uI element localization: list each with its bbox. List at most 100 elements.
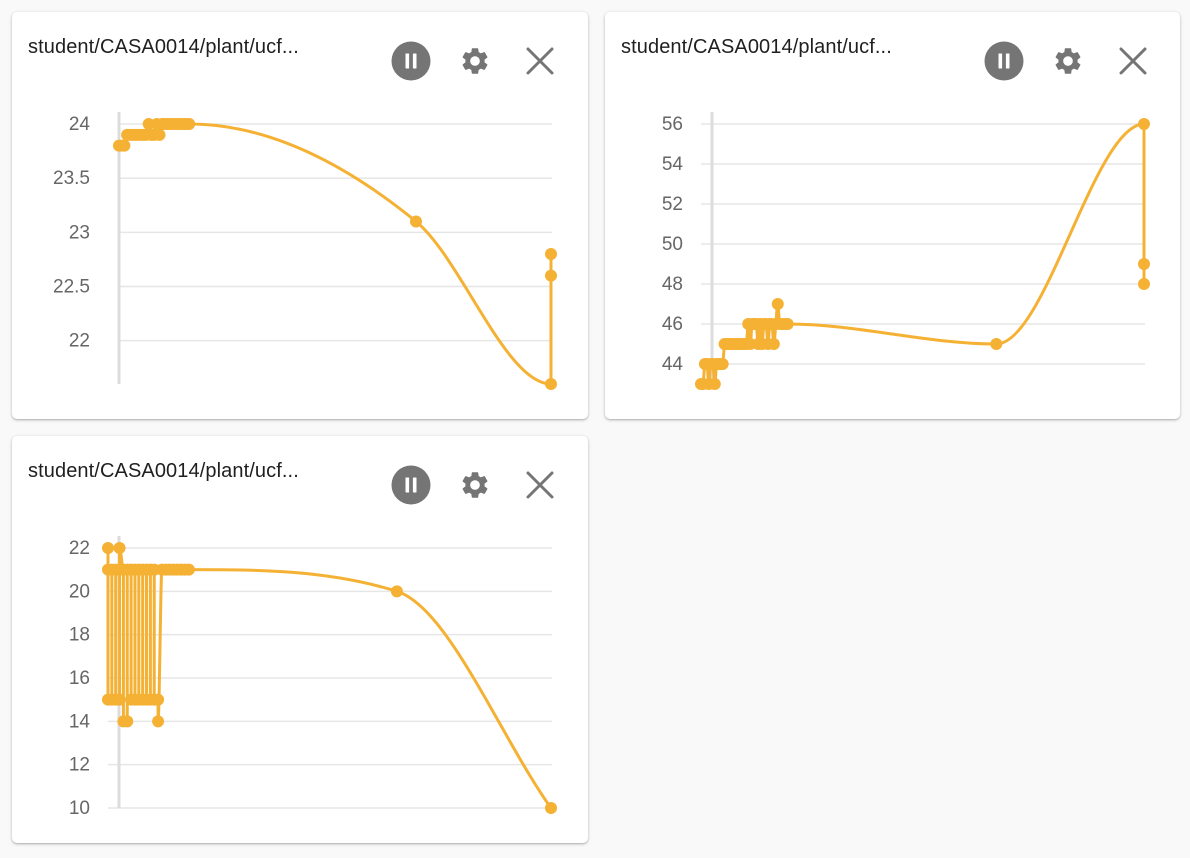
data-point[interactable] [767,338,780,350]
data-point[interactable] [704,358,717,370]
data-point[interactable] [545,802,557,814]
data-point[interactable] [722,338,735,350]
data-point[interactable] [132,693,145,706]
pause-button[interactable] [391,41,431,81]
data-point[interactable] [148,693,161,706]
data-point[interactable] [724,338,737,350]
data-point[interactable] [155,563,168,576]
data-point[interactable] [390,585,403,598]
data-point[interactable] [105,693,118,706]
data-point[interactable] [140,128,152,141]
data-point[interactable] [714,358,727,370]
data-point[interactable] [109,693,122,706]
data-point[interactable] [716,358,729,370]
data-point[interactable] [152,715,165,728]
data-point[interactable] [167,118,179,130]
data-point[interactable] [140,693,153,706]
data-point[interactable] [720,338,733,350]
data-point[interactable] [773,318,786,330]
data-point[interactable] [736,338,749,350]
data-point[interactable] [182,563,195,576]
data-point[interactable] [695,378,707,390]
data-point[interactable] [137,128,150,141]
data-point[interactable] [105,563,118,576]
data-point[interactable] [148,563,161,576]
data-point[interactable] [164,118,177,130]
data-point[interactable] [132,563,145,576]
data-point[interactable] [126,128,139,141]
data-point[interactable] [123,128,136,141]
data-point[interactable] [779,318,792,330]
data-point[interactable] [128,563,141,576]
data-point[interactable] [179,563,192,576]
data-point[interactable] [102,563,114,576]
data-point[interactable] [113,693,126,706]
data-point[interactable] [738,338,751,350]
data-point[interactable] [121,563,134,576]
data-point[interactable] [169,118,182,130]
data-point[interactable] [706,358,719,370]
settings-button[interactable] [455,465,495,505]
data-point[interactable] [113,139,125,152]
data-point[interactable] [175,563,188,576]
data-point[interactable] [115,139,128,152]
data-point[interactable] [728,338,741,350]
data-point[interactable] [136,563,149,576]
data-point[interactable] [763,318,776,330]
data-point[interactable] [113,542,126,554]
data-point[interactable] [777,318,790,330]
data-point[interactable] [545,378,557,390]
data-point[interactable] [710,358,723,370]
data-point[interactable] [121,128,134,141]
data-point[interactable] [117,715,130,728]
data-point[interactable] [102,693,114,706]
data-point[interactable] [140,563,153,576]
data-point[interactable] [698,358,711,370]
data-point[interactable] [172,118,185,130]
data-point[interactable] [410,215,422,228]
data-point[interactable] [128,693,141,706]
data-point[interactable] [754,318,767,330]
data-point[interactable] [748,318,761,330]
data-point[interactable] [171,563,184,576]
data-point[interactable] [156,118,169,130]
data-point[interactable] [775,318,788,330]
data-point[interactable] [726,338,739,350]
data-point[interactable] [153,128,166,141]
data-point[interactable] [102,542,114,554]
data-point[interactable] [117,563,130,576]
data-point[interactable] [702,378,715,390]
close-button[interactable] [520,41,560,81]
data-point[interactable] [756,338,769,350]
close-button[interactable] [520,465,560,505]
data-point[interactable] [696,378,709,390]
data-point[interactable] [1138,258,1150,270]
data-point[interactable] [750,318,763,330]
data-point[interactable] [159,563,172,576]
data-point[interactable] [180,118,193,130]
close-button[interactable] [1113,41,1153,81]
data-point[interactable] [144,693,157,706]
data-point[interactable] [144,563,157,576]
data-point[interactable] [118,139,131,152]
data-point[interactable] [125,693,138,706]
data-point[interactable] [158,118,171,130]
data-point[interactable] [740,338,753,350]
data-point[interactable] [131,128,144,141]
data-point[interactable] [121,715,134,728]
data-point[interactable] [177,118,190,130]
data-point[interactable] [990,338,1003,350]
data-point[interactable] [765,318,778,330]
data-point[interactable] [1138,278,1150,290]
data-point[interactable] [759,318,772,330]
data-point[interactable] [125,563,138,576]
data-point[interactable] [152,693,165,706]
data-point[interactable] [136,693,149,706]
data-point[interactable] [718,338,731,350]
data-point[interactable] [175,118,188,130]
data-point[interactable] [148,128,161,141]
data-point[interactable] [134,128,147,141]
data-point[interactable] [545,269,557,282]
data-point[interactable] [708,378,721,390]
data-point[interactable] [129,128,142,141]
